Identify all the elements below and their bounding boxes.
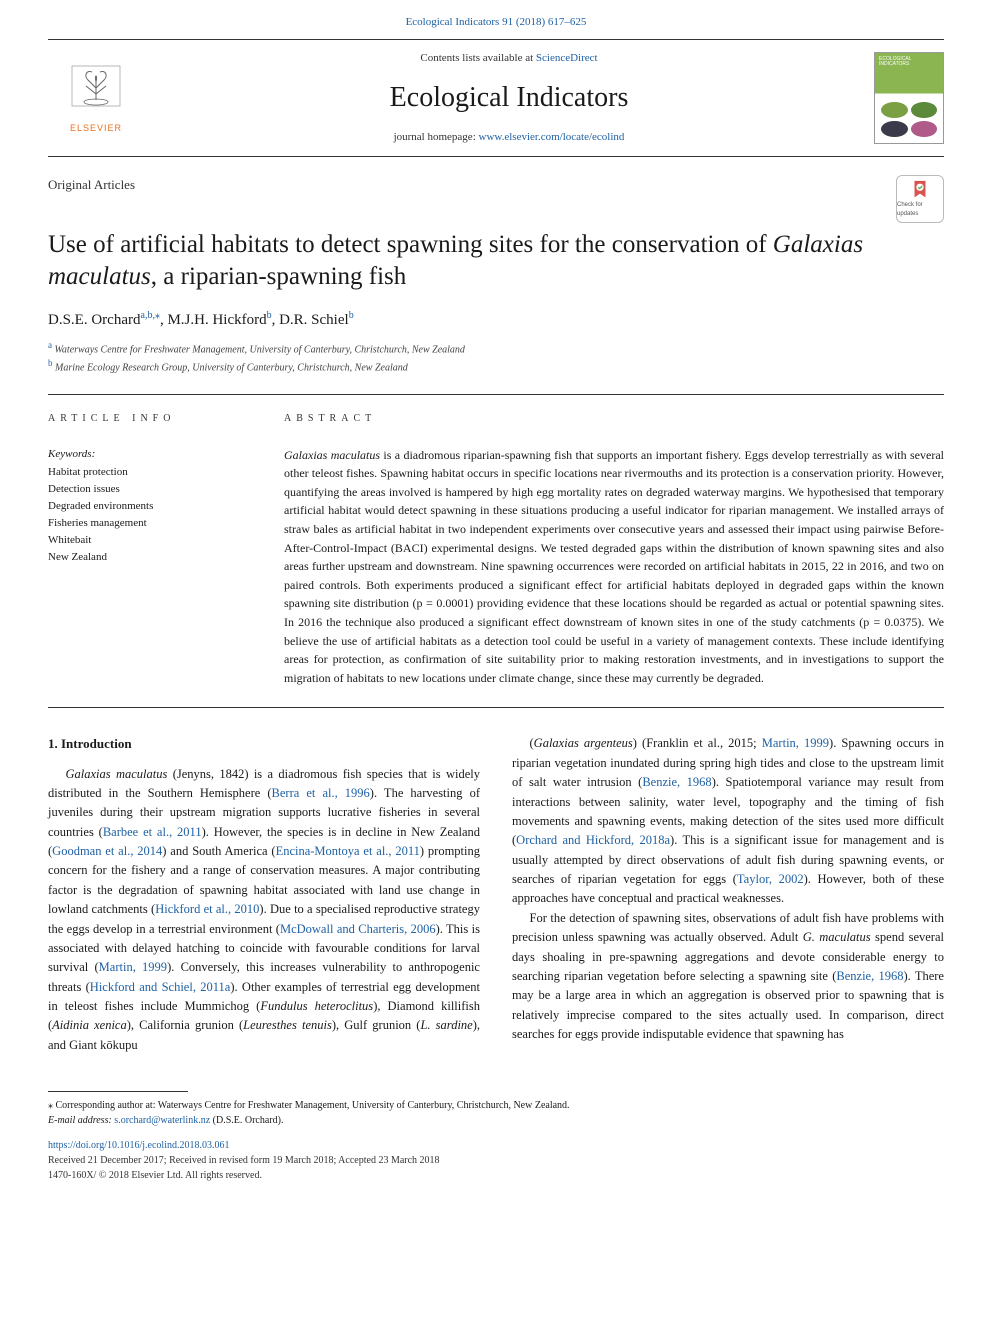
citation-link[interactable]: Hickford and Schiel, 2011a (90, 980, 231, 994)
article-title: Use of artificial habitats to detect spa… (48, 229, 944, 294)
citation-link[interactable]: Taylor, 2002 (737, 872, 804, 886)
intro-paragraph-1: Galaxias maculatus (Jenyns, 1842) is a d… (48, 765, 480, 1056)
abstract-heading: ABSTRACT (284, 411, 944, 426)
keyword-item: Fisheries management (48, 515, 248, 532)
elsevier-wordmark: ELSEVIER (70, 122, 122, 136)
contents-prefix: Contents lists available at (420, 52, 535, 64)
email-suffix: (D.S.E. Orchard). (210, 1115, 283, 1126)
bookmark-check-icon (909, 179, 931, 201)
citation-link[interactable]: Martin, 1999 (762, 736, 829, 750)
affiliations: a Waterways Centre for Freshwater Manage… (48, 339, 944, 376)
corresponding-email-line: E-mail address: s.orchard@waterlink.nz (… (48, 1113, 944, 1128)
doi-link[interactable]: https://doi.org/10.1016/j.ecolind.2018.0… (48, 1140, 229, 1151)
check-updates-badge[interactable]: Check for updates (896, 175, 944, 223)
updates-badge-label: Check for updates (897, 201, 943, 219)
citation-link[interactable]: Barbee et al., 2011 (103, 825, 202, 839)
cover-thumb-images (881, 102, 937, 137)
journal-homepage-link[interactable]: www.elsevier.com/locate/ecolind (479, 131, 625, 143)
header-center: Contents lists available at ScienceDirec… (160, 50, 858, 145)
section-title: Introduction (61, 736, 132, 751)
keywords-list: Habitat protectionDetection issuesDegrad… (48, 464, 248, 566)
keyword-item: Degraded environments (48, 498, 248, 515)
page-footer: ⁎ Corresponding author at: Waterways Cen… (0, 1083, 992, 1203)
title-pre: Use of artificial habitats to detect spa… (48, 231, 773, 258)
abstract-column: ABSTRACT Galaxias maculatus is a diadrom… (284, 411, 944, 688)
main-text-columns: 1. Introduction Galaxias maculatus (Jeny… (48, 734, 944, 1055)
keyword-item: Whitebait (48, 532, 248, 549)
footnote-rule (48, 1091, 188, 1092)
intro-paragraph-3: For the detection of spawning sites, obs… (512, 909, 944, 1045)
corresponding-author-note: ⁎ Corresponding author at: Waterways Cen… (48, 1098, 944, 1113)
citation-link[interactable]: Berra et al., 1996 (272, 786, 370, 800)
elsevier-logo: ELSEVIER (48, 50, 144, 146)
received-line: Received 21 December 2017; Received in r… (48, 1153, 944, 1168)
email-label: E-mail address: (48, 1115, 114, 1126)
article-info-heading: ARTICLE INFO (48, 411, 248, 426)
doi-line: https://doi.org/10.1016/j.ecolind.2018.0… (48, 1138, 944, 1153)
keyword-item: Detection issues (48, 481, 248, 498)
keywords-label: Keywords: (48, 446, 248, 463)
citation-link[interactable]: Hickford et al., 2010 (155, 902, 259, 916)
citation-link[interactable]: Benzie, 1968 (642, 775, 711, 789)
intro-paragraph-2: (Galaxias argenteus) (Franklin et al., 2… (512, 734, 944, 908)
affiliation-line: a Waterways Centre for Freshwater Manage… (48, 339, 944, 357)
abstract-text: Galaxias maculatus is a diadromous ripar… (284, 446, 944, 688)
journal-header: ELSEVIER Contents lists available at Sci… (48, 39, 944, 157)
contents-lists-line: Contents lists available at ScienceDirec… (160, 50, 858, 67)
citation-link[interactable]: McDowall and Charteris, 2006 (280, 922, 436, 936)
title-post: , a riparian-spawning fish (151, 263, 406, 290)
journal-name: Ecological Indicators (160, 77, 858, 119)
keyword-item: New Zealand (48, 549, 248, 566)
citation-link[interactable]: Benzie, 1968 (836, 969, 903, 983)
article-type: Original Articles (48, 175, 135, 195)
info-abstract-row: ARTICLE INFO Keywords: Habitat protectio… (48, 394, 944, 709)
affiliation-line: b Marine Ecology Research Group, Univers… (48, 357, 944, 375)
copyright-line: 1470-160X/ © 2018 Elsevier Ltd. All righ… (48, 1168, 944, 1183)
article-info-column: ARTICLE INFO Keywords: Habitat protectio… (48, 411, 248, 688)
journal-reference: Ecological Indicators 91 (2018) 617–625 (0, 0, 992, 39)
section-number: 1. (48, 736, 58, 751)
journal-homepage-line: journal homepage: www.elsevier.com/locat… (160, 129, 858, 146)
authors: D.S.E. Orcharda,b,⁎, M.J.H. Hickfordb, D… (48, 308, 944, 332)
section-heading: 1. Introduction (48, 734, 480, 754)
sciencedirect-link[interactable]: ScienceDirect (536, 52, 598, 64)
elsevier-tree-icon (66, 60, 126, 120)
corresponding-email-link[interactable]: s.orchard@waterlink.nz (114, 1115, 210, 1126)
citation-link[interactable]: Orchard and Hickford, 2018a (516, 833, 670, 847)
citation-link[interactable]: Goodman et al., 2014 (52, 844, 162, 858)
keyword-item: Habitat protection (48, 464, 248, 481)
corr-label: ⁎ Corresponding author at: Waterways Cen… (48, 1100, 570, 1111)
journal-cover-thumbnail: ECOLOGICAL INDICATORS (874, 52, 944, 144)
citation-link[interactable]: Encina-Montoya et al., 2011 (276, 844, 420, 858)
homepage-prefix: journal homepage: (394, 131, 479, 143)
cover-thumb-title: ECOLOGICAL INDICATORS (879, 57, 939, 68)
citation-link[interactable]: Martin, 1999 (99, 960, 167, 974)
